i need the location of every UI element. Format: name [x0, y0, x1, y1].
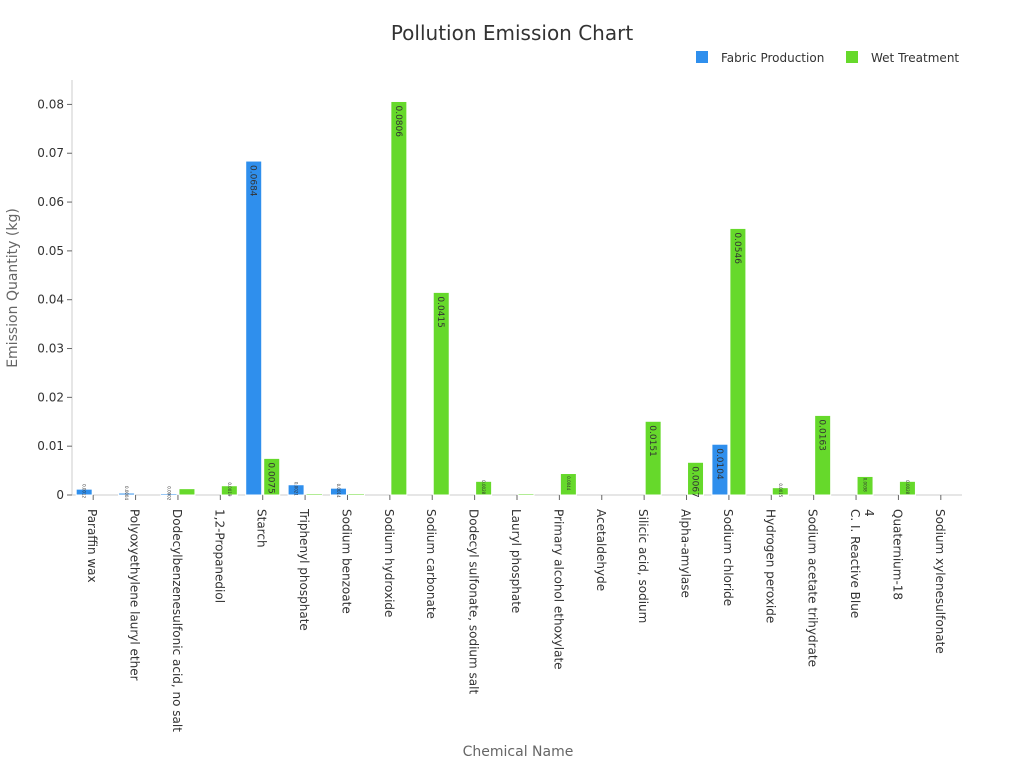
bar-wet-treatment[interactable]	[178, 488, 196, 496]
bar-wet-treatment[interactable]	[390, 100, 408, 496]
legend[interactable]: Fabric Production Wet Treatment	[696, 51, 959, 65]
data-label: 0.0151	[647, 425, 657, 457]
data-label: 0.0021	[294, 482, 299, 496]
y-tick-label: 0.01	[37, 439, 64, 453]
bar-fabric-production[interactable]	[118, 492, 136, 496]
data-label: 0.0028	[905, 480, 910, 494]
bar-wet-treatment[interactable]	[475, 480, 493, 496]
y-tick-label: 0.03	[37, 342, 64, 356]
data-label: 0.0015	[778, 483, 783, 497]
x-tick-label: Polyoxyethylene lauryl ether	[128, 509, 142, 681]
x-axis-title: Chemical Name	[463, 744, 574, 760]
bar-wet-treatment[interactable]	[729, 227, 747, 496]
x-tick-label: Quaternium-18	[890, 509, 904, 600]
bar-wet-treatment[interactable]	[687, 461, 705, 496]
bar-wet-treatment[interactable]	[856, 475, 874, 496]
legend-swatch[interactable]	[696, 51, 708, 63]
x-tick-label: Primary alcohol ethoxylate	[551, 509, 565, 670]
x-tick-label: Dodecylbenzenesulfonic acid, no salt	[170, 509, 184, 732]
x-tick-label: C. I. Reactive Blue	[848, 509, 862, 618]
y-tick-label: 0.06	[37, 195, 64, 209]
data-label: 0.0684	[248, 165, 258, 197]
data-label: 0.0067	[690, 466, 700, 498]
x-tick-label: Sodium benzoate	[339, 509, 353, 614]
x-tick-label: Sodium acetate trihydrate	[806, 509, 820, 667]
y-tick-label: 0.05	[37, 244, 64, 258]
y-tick-label: 0.07	[37, 146, 64, 160]
x-tick-label: Starch	[255, 509, 269, 548]
bar-wet-treatment[interactable]	[517, 493, 535, 496]
y-axis-title: Emission Quantity (kg)	[5, 208, 21, 368]
data-label: 0.0163	[817, 419, 827, 451]
legend-swatch[interactable]	[846, 51, 858, 63]
legend-label[interactable]: Wet Treatment	[871, 51, 959, 65]
x-tick-label: Sodium xylenesulfonate	[933, 509, 947, 654]
x-tick-label: Sodium carbonate	[424, 509, 438, 619]
data-label: 0.0546	[732, 232, 742, 264]
bar-wet-treatment[interactable]	[814, 414, 832, 496]
data-label: 0.0004	[124, 486, 129, 500]
bar-fabric-production[interactable]	[711, 443, 729, 496]
x-tick-label: 4	[862, 509, 876, 517]
x-tick-label: Dodecyl sulfonate, sodium salt	[467, 509, 481, 694]
bar-fabric-production[interactable]	[245, 160, 263, 496]
data-label: 0.0012	[82, 484, 87, 498]
data-label: 0.0075	[266, 462, 276, 494]
legend-label[interactable]: Fabric Production	[721, 51, 824, 65]
x-tick-label: Triphenyl phosphate	[297, 508, 311, 631]
data-label: 0.0044	[566, 476, 571, 490]
y-tick-label: 0.08	[37, 97, 64, 111]
y-tick-label: 0.04	[37, 293, 64, 307]
y-tick-label: 0.02	[37, 390, 64, 404]
data-label: 0.0415	[435, 296, 445, 328]
chart-title: Pollution Emission Chart	[391, 21, 634, 45]
data-label: 0.0002	[166, 486, 171, 500]
data-label: 0.0104	[714, 448, 724, 480]
bar-wet-treatment[interactable]	[771, 487, 789, 496]
bar-wet-treatment[interactable]	[644, 420, 662, 496]
x-tick-label: Lauryl phosphate	[509, 509, 523, 613]
x-tick-label: Acetaldehyde	[594, 509, 608, 591]
x-tick-label: Silicic acid, sodium	[636, 509, 650, 623]
bar-fabric-production[interactable]	[75, 488, 93, 496]
y-tick-label: 0	[56, 488, 64, 502]
x-tick-label: Hydrogen peroxide	[763, 509, 777, 623]
bar-wet-treatment[interactable]	[347, 493, 365, 496]
data-label: 0.0806	[393, 105, 403, 137]
x-tick-label: Paraffin wax	[85, 509, 99, 583]
x-tick-label: Alpha-amylase	[679, 509, 693, 598]
axes: 0 0.01 0.02 0.03 0.04 0.05 0.06 0.07 0.08 Paraffi…	[37, 80, 962, 732]
bar-wet-treatment[interactable]	[559, 473, 577, 496]
data-label: 0.0014	[336, 484, 341, 498]
bar-wet-treatment[interactable]	[305, 493, 323, 496]
data-label: 0.0028	[481, 480, 486, 494]
bar-wet-treatment[interactable]	[263, 457, 281, 496]
bar-wet-treatment[interactable]	[898, 480, 916, 496]
bar-wet-treatment[interactable]	[432, 291, 450, 496]
data-label: 0.0019	[227, 482, 232, 496]
bar-wet-treatment[interactable]	[220, 485, 238, 496]
data-labels: 0.0012 0.0004 0.0002 0.0684 0.0021 0.0014 0.01…	[82, 105, 910, 500]
bar-fabric-production[interactable]	[287, 484, 305, 496]
bar-fabric-production[interactable]	[160, 493, 178, 496]
x-tick-label: Sodium hydroxide	[382, 509, 396, 617]
bars	[75, 100, 916, 496]
data-label: 0.0038	[863, 478, 868, 492]
x-tick-label: 1,2-Propanediol	[212, 509, 226, 603]
x-tick-label: Sodium chloride	[721, 509, 735, 606]
bar-fabric-production[interactable]	[329, 487, 347, 496]
